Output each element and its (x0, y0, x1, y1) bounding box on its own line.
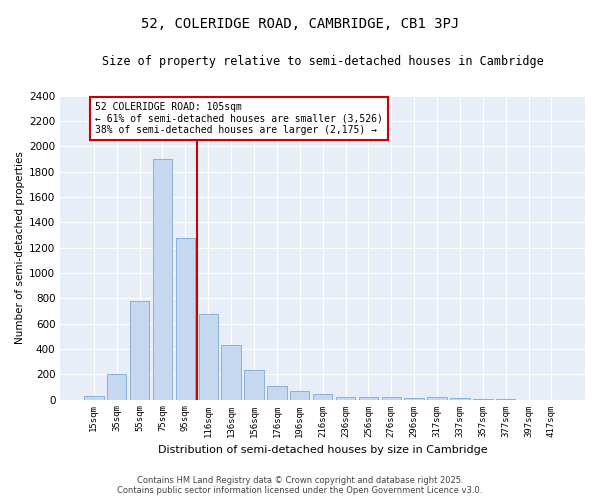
Bar (84, 396, 104, 400)
Bar (153, 159, 172, 400)
Bar (450, 398, 470, 400)
Bar (359, 397, 378, 400)
Title: Size of property relative to semi-detached houses in Cambridge: Size of property relative to semi-detach… (102, 55, 544, 68)
Text: 52, COLERIDGE ROAD, CAMBRIDGE, CB1 3PJ: 52, COLERIDGE ROAD, CAMBRIDGE, CB1 3PJ (141, 18, 459, 32)
Bar (290, 392, 310, 400)
Y-axis label: Number of semi-detached properties: Number of semi-detached properties (15, 151, 25, 344)
Bar (107, 374, 127, 400)
Bar (199, 314, 218, 400)
Bar (382, 397, 401, 400)
Bar (176, 238, 195, 400)
X-axis label: Distribution of semi-detached houses by size in Cambridge: Distribution of semi-detached houses by … (158, 445, 487, 455)
Bar (244, 370, 264, 400)
Bar (427, 397, 447, 400)
Bar (313, 394, 332, 400)
Bar (496, 399, 515, 400)
Text: Contains HM Land Registry data © Crown copyright and database right 2025.
Contai: Contains HM Land Registry data © Crown c… (118, 476, 482, 495)
Bar (473, 399, 493, 400)
Bar (336, 397, 355, 400)
Bar (404, 398, 424, 400)
Bar (130, 302, 149, 400)
Bar (221, 345, 241, 400)
Bar (267, 386, 287, 400)
Text: 52 COLERIDGE ROAD: 105sqm
← 61% of semi-detached houses are smaller (3,526)
38% : 52 COLERIDGE ROAD: 105sqm ← 61% of semi-… (95, 102, 383, 135)
